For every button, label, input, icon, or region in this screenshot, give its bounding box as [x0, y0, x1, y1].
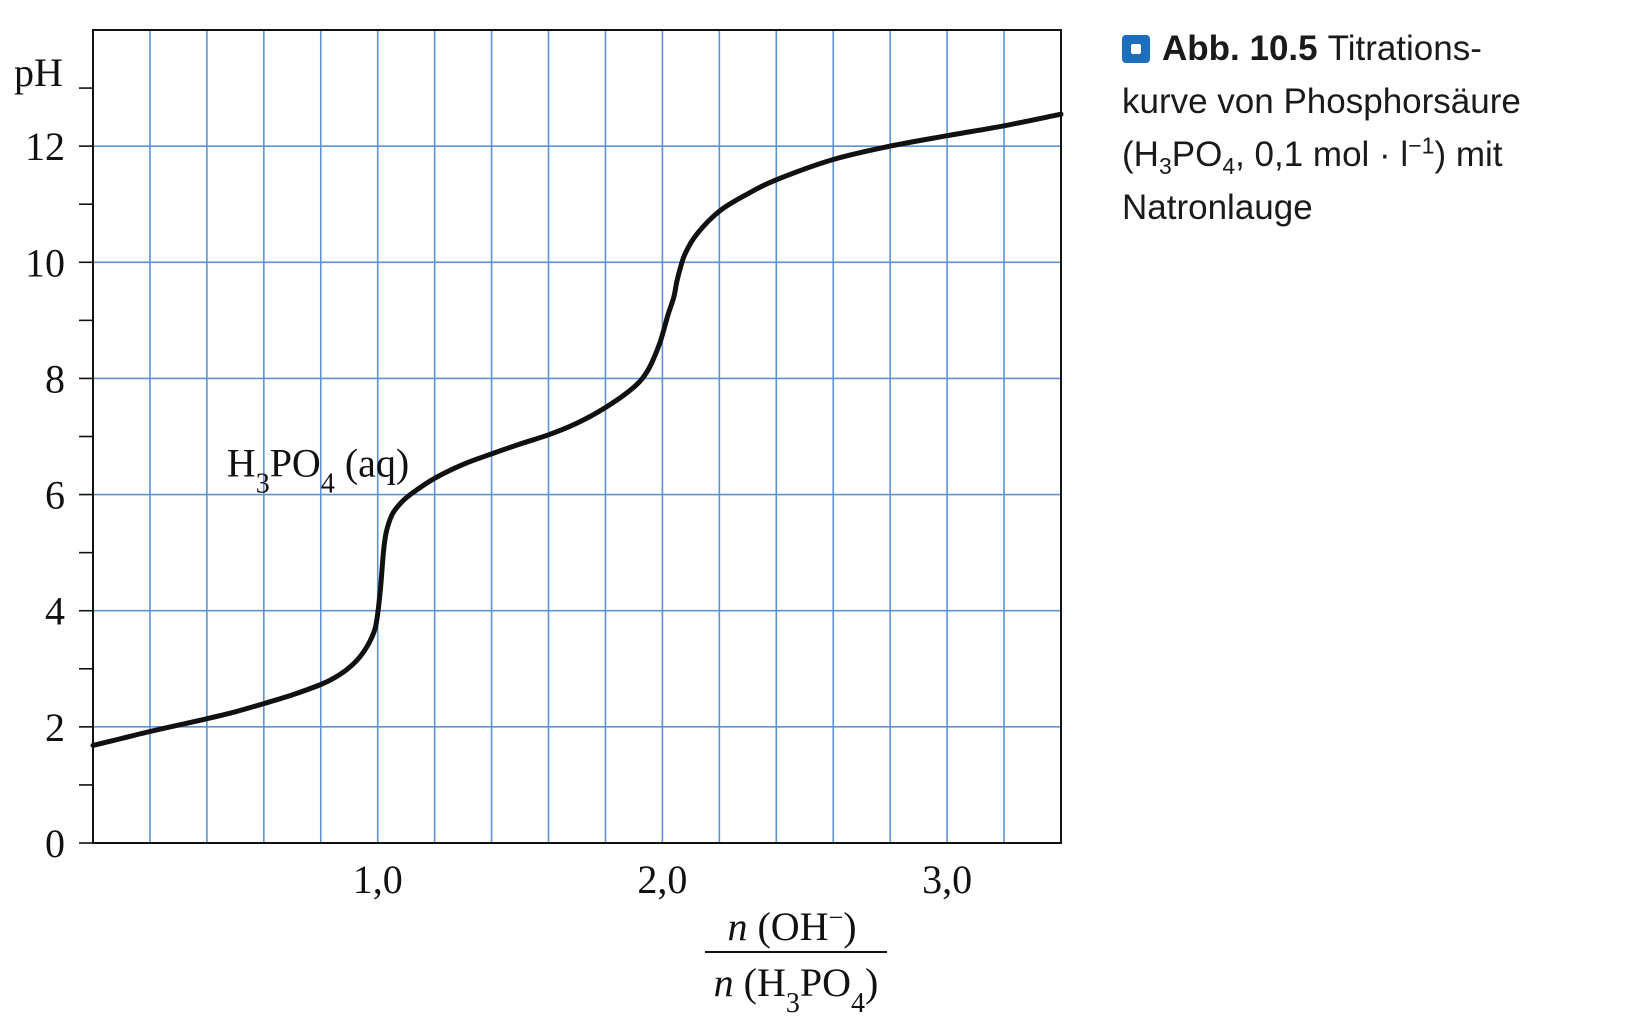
caption-square-icon — [1122, 35, 1150, 63]
y-tick-label: 12 — [25, 124, 65, 169]
x-axis-label: n (OH−) n (H3PO4) — [705, 903, 887, 1017]
y-tick-label: 8 — [45, 356, 65, 401]
y-tick-label: 4 — [45, 589, 65, 634]
y-tick-label: 10 — [25, 240, 65, 285]
y-tick-label: 2 — [45, 705, 65, 750]
x-tick-label: 3,0 — [922, 857, 972, 902]
x-axis-label-numerator: n (OH−) — [727, 903, 856, 950]
plot-frame — [92, 29, 1062, 844]
y-axis-label: pH — [14, 50, 63, 95]
series-line-titration-curve — [90, 111, 1064, 748]
y-tick-label: 0 — [45, 821, 65, 866]
figure-caption: Abb. 10.5 Titrations- kurve von Phosphors… — [1122, 29, 1521, 227]
x-tick-label: 2,0 — [637, 857, 687, 902]
figure-number: Abb. 10.5 — [1162, 29, 1318, 68]
x-tick-label: 1,0 — [353, 857, 403, 902]
x-ticks: 1,0 2,0 3,0 — [353, 857, 972, 902]
x-axis-label-denominator: n (H3PO4) — [714, 960, 879, 1017]
annotation-h3po4-aq: H3PO4 (aq) — [227, 441, 409, 500]
grid — [93, 30, 1061, 843]
y-ticks: 0 2 4 6 8 10 12 — [25, 87, 93, 866]
y-tick-label: 6 — [45, 473, 65, 518]
